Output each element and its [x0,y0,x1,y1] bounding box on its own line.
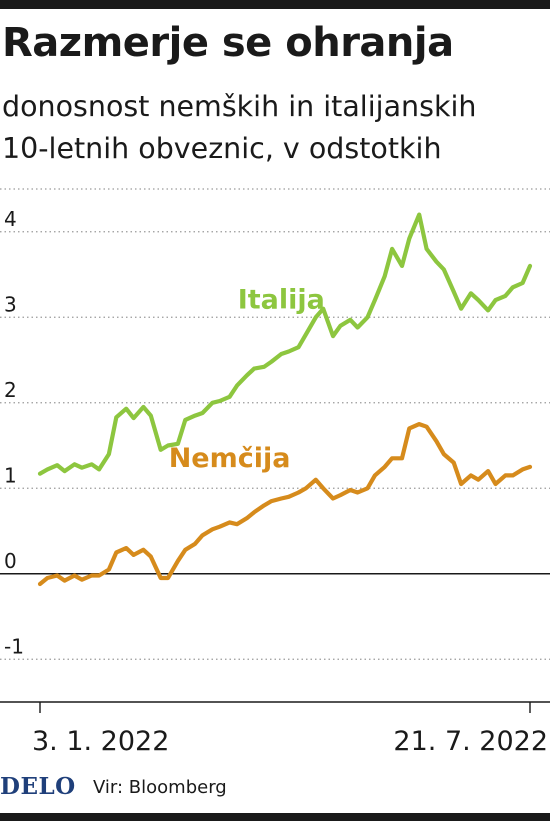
bottom-rule [0,813,550,821]
y-tick-label: -1 [4,634,24,658]
y-tick-label: 2 [4,378,17,402]
y-axis-ticks: -1 0 1 2 3 4 [4,207,24,659]
y-tick-label: 3 [4,292,17,316]
subtitle-line-2: 10-letnih obveznic, v odstotkih [2,132,442,165]
x-axis: 3. 1. 2022 21. 7. 2022 [0,701,550,757]
chart-annotations: Italija Nemčija [169,285,325,474]
x-tick-label: 21. 7. 2022 [393,726,548,757]
chart-grid [0,188,550,660]
y-tick-label: 0 [4,549,17,573]
chart-footer: DELO Vir: Bloomberg [0,773,550,805]
subtitle-line-1: donosnost nemških in italijanskih [2,90,477,123]
y-tick-label: 4 [4,207,17,231]
chart-series [37,212,533,587]
line-chart: -1 0 1 2 3 4 3. 1. 2022 21. 7. 2022 Italija Nem… [0,188,550,757]
y-tick-label: 1 [4,463,17,487]
series-line-nemcija [37,422,533,587]
top-rule [0,0,550,9]
series-line-italija [37,212,533,476]
series-label-italija: Italija [238,285,325,316]
x-tick-label: 3. 1. 2022 [32,726,169,757]
delo-logo: DELO [0,773,76,800]
source-note: Vir: Bloomberg [93,777,227,798]
page-title: Razmerje se ohranja [2,20,454,66]
chart-subtitle: donosnost nemških in italijanskih 10-let… [2,86,476,170]
series-label-nemcija: Nemčija [169,443,291,474]
